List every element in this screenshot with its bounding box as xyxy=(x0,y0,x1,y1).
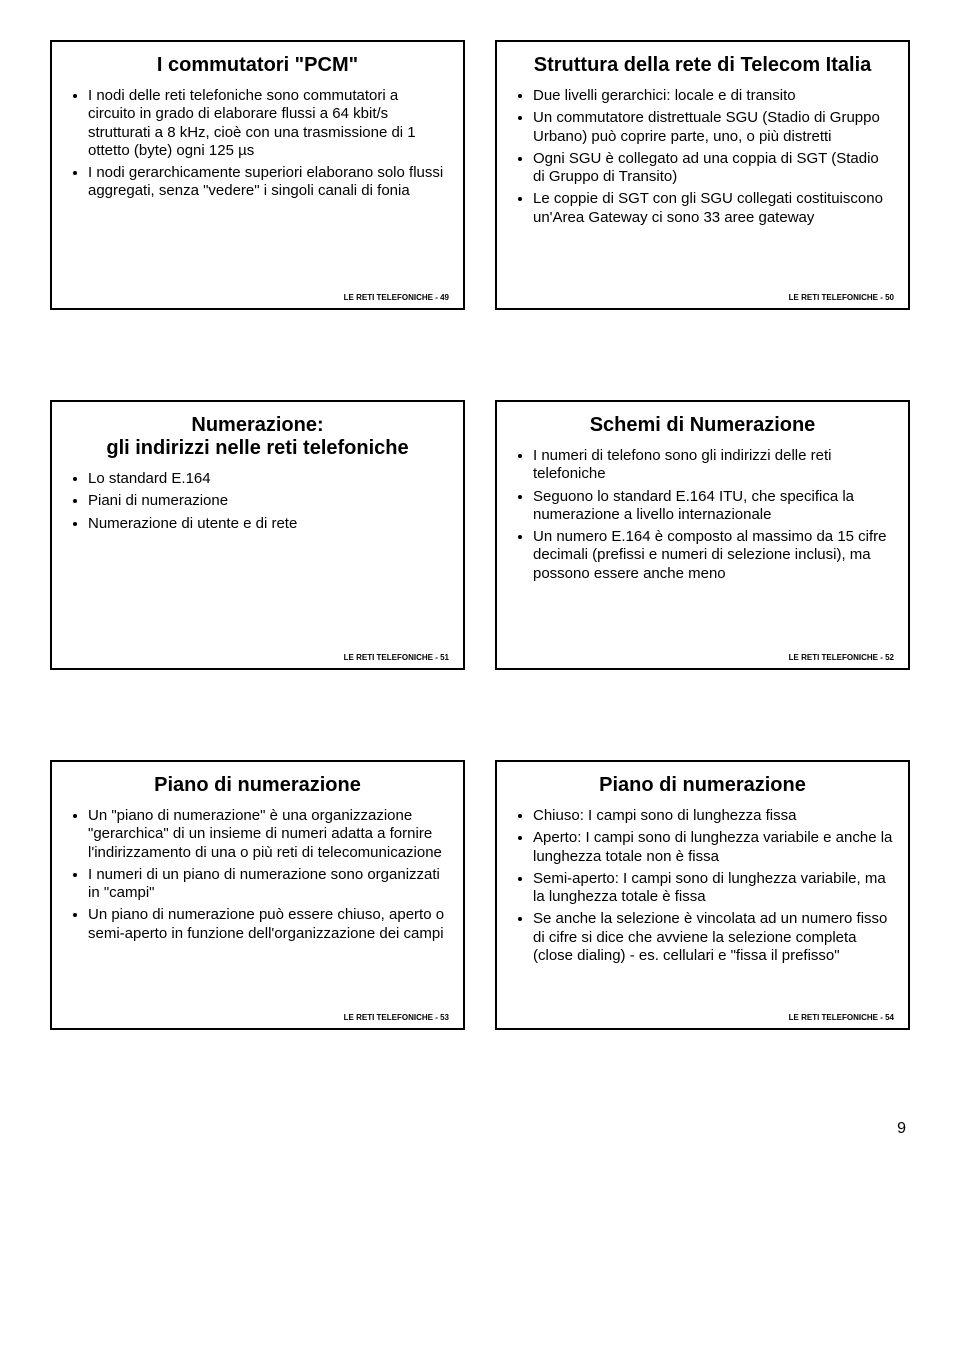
slide-title: I commutatori "PCM" xyxy=(66,54,449,77)
slide-list: I numeri di telefono sono gli indirizzi … xyxy=(511,447,894,647)
slide-title: Piano di numerazione xyxy=(66,774,449,797)
slide-footer: LE RETI TELEFONICHE - 52 xyxy=(511,653,894,662)
slide-footer: LE RETI TELEFONICHE - 49 xyxy=(66,293,449,302)
list-item: Semi-aperto: I campi sono di lunghezza v… xyxy=(533,870,894,907)
slide-title: Numerazione:gli indirizzi nelle reti tel… xyxy=(66,414,449,460)
slide-title: Piano di numerazione xyxy=(511,774,894,797)
list-item: I nodi delle reti telefoniche sono commu… xyxy=(88,87,449,160)
list-item: Se anche la selezione è vincolata ad un … xyxy=(533,910,894,965)
list-item: Piani di numerazione xyxy=(88,492,449,510)
list-item: Un numero E.164 è composto al massimo da… xyxy=(533,528,894,583)
slide-list: Chiuso: I campi sono di lunghezza fissa … xyxy=(511,807,894,1007)
list-item: Ogni SGU è collegato ad una coppia di SG… xyxy=(533,150,894,187)
list-item: Due livelli gerarchici: locale e di tran… xyxy=(533,87,894,105)
slide-list: I nodi delle reti telefoniche sono commu… xyxy=(66,87,449,287)
slide-title: Schemi di Numerazione xyxy=(511,414,894,437)
slide-list: Lo standard E.164 Piani di numerazione N… xyxy=(66,470,449,647)
list-item: Lo standard E.164 xyxy=(88,470,449,488)
list-item: Chiuso: I campi sono di lunghezza fissa xyxy=(533,807,894,825)
slide-card: Struttura della rete di Telecom Italia D… xyxy=(495,40,910,310)
list-item: I numeri di un piano di numerazione sono… xyxy=(88,866,449,903)
slide-title: Struttura della rete di Telecom Italia xyxy=(511,54,894,77)
slide-card: Piano di numerazione Chiuso: I campi son… xyxy=(495,760,910,1030)
slide-footer: LE RETI TELEFONICHE - 51 xyxy=(66,653,449,662)
slide-list: Due livelli gerarchici: locale e di tran… xyxy=(511,87,894,287)
list-item: Le coppie di SGT con gli SGU collegati c… xyxy=(533,190,894,227)
list-item: Un "piano di numerazione" è una organizz… xyxy=(88,807,449,862)
list-item: I numeri di telefono sono gli indirizzi … xyxy=(533,447,894,484)
slide-footer: LE RETI TELEFONICHE - 50 xyxy=(511,293,894,302)
slide-card: Schemi di Numerazione I numeri di telefo… xyxy=(495,400,910,670)
slide-footer: LE RETI TELEFONICHE - 54 xyxy=(511,1013,894,1022)
list-item: I nodi gerarchicamente superiori elabora… xyxy=(88,164,449,201)
slide-card: Piano di numerazione Un "piano di numera… xyxy=(50,760,465,1030)
slide-card: I commutatori "PCM" I nodi delle reti te… xyxy=(50,40,465,310)
list-item: Aperto: I campi sono di lunghezza variab… xyxy=(533,829,894,866)
list-item: Numerazione di utente e di rete xyxy=(88,515,449,533)
list-item: Un commutatore distrettuale SGU (Stadio … xyxy=(533,109,894,146)
slide-card: Numerazione:gli indirizzi nelle reti tel… xyxy=(50,400,465,670)
slide-footer: LE RETI TELEFONICHE - 53 xyxy=(66,1013,449,1022)
list-item: Un piano di numerazione può essere chius… xyxy=(88,906,449,943)
page-number: 9 xyxy=(50,1120,910,1138)
list-item: Seguono lo standard E.164 ITU, che speci… xyxy=(533,488,894,525)
slide-list: Un "piano di numerazione" è una organizz… xyxy=(66,807,449,1007)
